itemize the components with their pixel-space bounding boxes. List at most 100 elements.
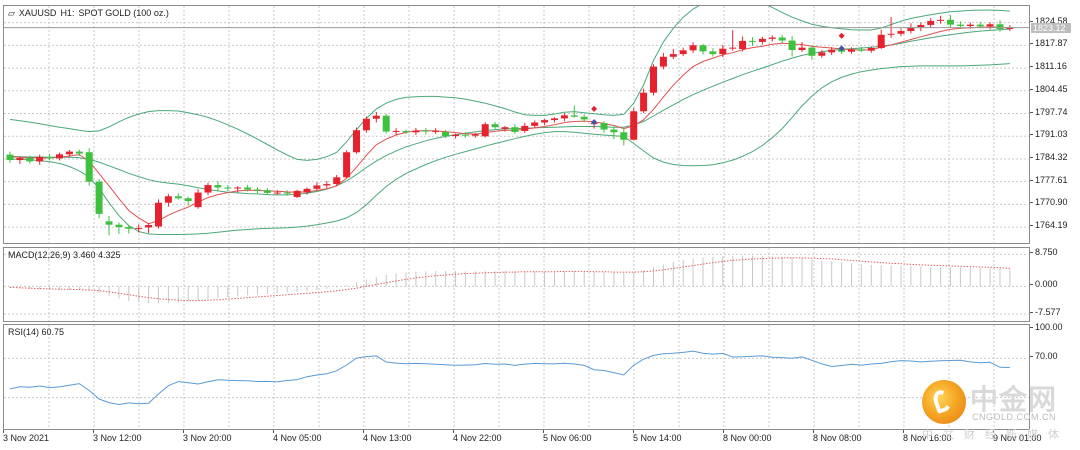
price-chart-panel[interactable]: ▱ XAUUSD H1: SPOT GOLD (100 oz.): [3, 5, 1030, 244]
candle-body: [442, 131, 450, 137]
candle-body: [867, 47, 875, 51]
rsi-panel[interactable]: RSI(14) 60.75: [3, 324, 1030, 430]
bollinger-middle-line: [9, 28, 1010, 196]
candle-body: [372, 115, 380, 119]
candle-body: [184, 198, 192, 202]
candle-body: [521, 125, 529, 131]
candle-body: [897, 31, 905, 34]
price-tick-label: 1811.16: [1030, 61, 1067, 72]
window-menu-icon[interactable]: ▱: [8, 8, 15, 18]
current-price-label: 1823.12: [1031, 22, 1071, 33]
candle-body: [570, 115, 578, 117]
price-tick-label: 1777.61: [1030, 174, 1068, 185]
watermark-brand: 中金网: [970, 383, 1058, 416]
bollinger-lower-line: [9, 63, 1010, 235]
time-tick-label: 5 Nov 14:00: [633, 430, 682, 443]
candle-body: [254, 189, 261, 191]
candle-body: [105, 221, 113, 225]
time-tick-label: 8 Nov 00:00: [723, 430, 772, 443]
rsi-tick-label: 100.00: [1030, 322, 1063, 332]
price-tick-label: 1797.74: [1030, 106, 1068, 117]
candle-body: [917, 24, 925, 28]
candle-body: [907, 27, 915, 32]
macd-canvas[interactable]: [4, 248, 1029, 321]
candle-body: [699, 45, 707, 52]
time-tick-label: 9 Nov 01:00: [993, 430, 1042, 443]
candle-body: [214, 185, 222, 188]
macd-axis: 8.750 0.000 -7.577: [1030, 247, 1080, 322]
price-tick-label: 1817.87: [1030, 38, 1068, 49]
candle-body: [46, 157, 54, 159]
candle-body: [382, 115, 390, 132]
candle-body: [729, 47, 737, 49]
candle-body: [887, 33, 895, 35]
candle-body: [412, 130, 420, 133]
candle-body: [155, 202, 162, 227]
candle-body: [6, 154, 14, 161]
signal-marker: [591, 119, 598, 126]
candle-body: [244, 187, 252, 190]
candle-body: [956, 24, 964, 26]
macd-tick-label: 0.000: [1030, 279, 1058, 290]
time-tick-label: 8 Nov 08:00: [813, 430, 862, 443]
candle-body: [36, 157, 44, 162]
candle-body: [531, 122, 539, 126]
candle-body: [986, 24, 994, 27]
time-tick-label: 8 Nov 16:00: [903, 430, 952, 443]
price-tick-label: 1824.58: [1030, 15, 1068, 26]
signal-marker: [838, 45, 845, 52]
time-axis: 3 Nov 2021 3 Nov 12:00 3 Nov 20:00 4 Nov 05…: [3, 430, 1042, 450]
candle-body: [610, 129, 618, 133]
candle-body: [679, 50, 687, 55]
candle-body: [511, 127, 519, 132]
candle-body: [758, 38, 766, 42]
price-tick-label: 1804.45: [1030, 83, 1068, 94]
candle-body: [461, 134, 469, 136]
candle-body: [630, 111, 638, 140]
signal-marker: [591, 105, 598, 112]
candle-body: [432, 130, 440, 132]
candle-body: [669, 54, 677, 57]
candle-body: [75, 151, 83, 154]
candle-body: [452, 134, 459, 137]
rsi-canvas[interactable]: [4, 325, 1029, 429]
moving-average-line: [9, 26, 1010, 225]
candle-body: [263, 190, 271, 193]
candle-body: [392, 130, 400, 132]
candle-body: [234, 187, 242, 189]
price-tick-label: 1770.90: [1030, 197, 1068, 208]
rsi-axis: 100.00 70.00: [1030, 322, 1080, 430]
candle-body: [798, 47, 806, 51]
candle-body: [501, 127, 509, 129]
candle-body: [640, 92, 648, 112]
candle-body: [719, 48, 727, 55]
price-axis: 1824.58 1817.87 1811.16 1804.45 1797.74 1791.…: [1030, 5, 1080, 244]
time-tick-label: 3 Nov 2021: [3, 430, 50, 443]
candle-body: [303, 188, 311, 193]
candle-body: [95, 181, 103, 214]
price-chart-canvas[interactable]: [4, 6, 1029, 243]
time-tick-label: 5 Nov 06:00: [543, 430, 592, 443]
candle-body: [194, 192, 202, 208]
rsi-line: [9, 350, 1010, 406]
macd-label: MACD(12,26,9) 3.460 4.325: [8, 250, 121, 260]
candle-body: [580, 116, 588, 120]
candle-body: [145, 225, 153, 228]
macd-panel[interactable]: MACD(12,26,9) 3.460 4.325: [3, 247, 1030, 322]
candle-body: [560, 115, 568, 119]
candle-body: [293, 190, 301, 197]
candle-body: [16, 158, 24, 161]
time-tick-label: 4 Nov 22:00: [453, 430, 502, 443]
candle-body: [828, 49, 836, 53]
candle-body: [739, 40, 747, 49]
candle-body: [966, 24, 974, 26]
candle-body: [402, 130, 410, 133]
candle-body: [709, 51, 717, 55]
candle-body: [313, 185, 321, 189]
candle-body: [471, 134, 479, 136]
candle-body: [620, 132, 628, 140]
candle-body: [659, 56, 667, 67]
candle-body: [204, 185, 212, 193]
candle-body: [323, 184, 331, 186]
rsi-tick-label: 70.00: [1030, 351, 1058, 362]
